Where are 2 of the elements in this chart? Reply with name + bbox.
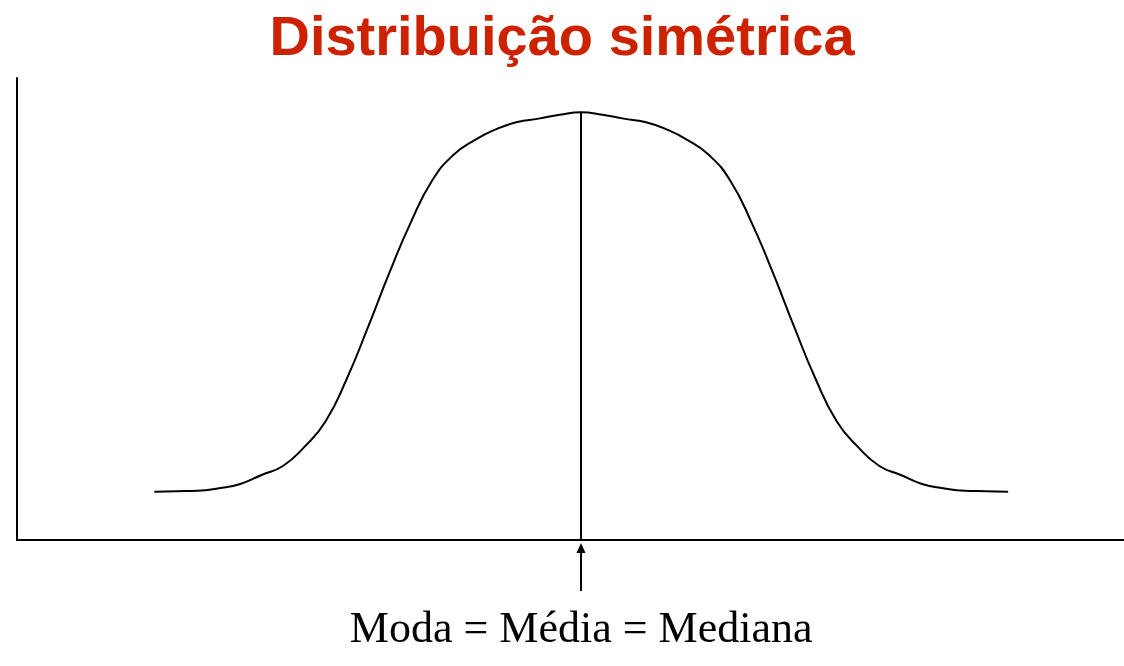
text: Moda = Média = Mediana xyxy=(349,602,813,652)
chart-title: Distribuição simétrica xyxy=(269,3,856,67)
